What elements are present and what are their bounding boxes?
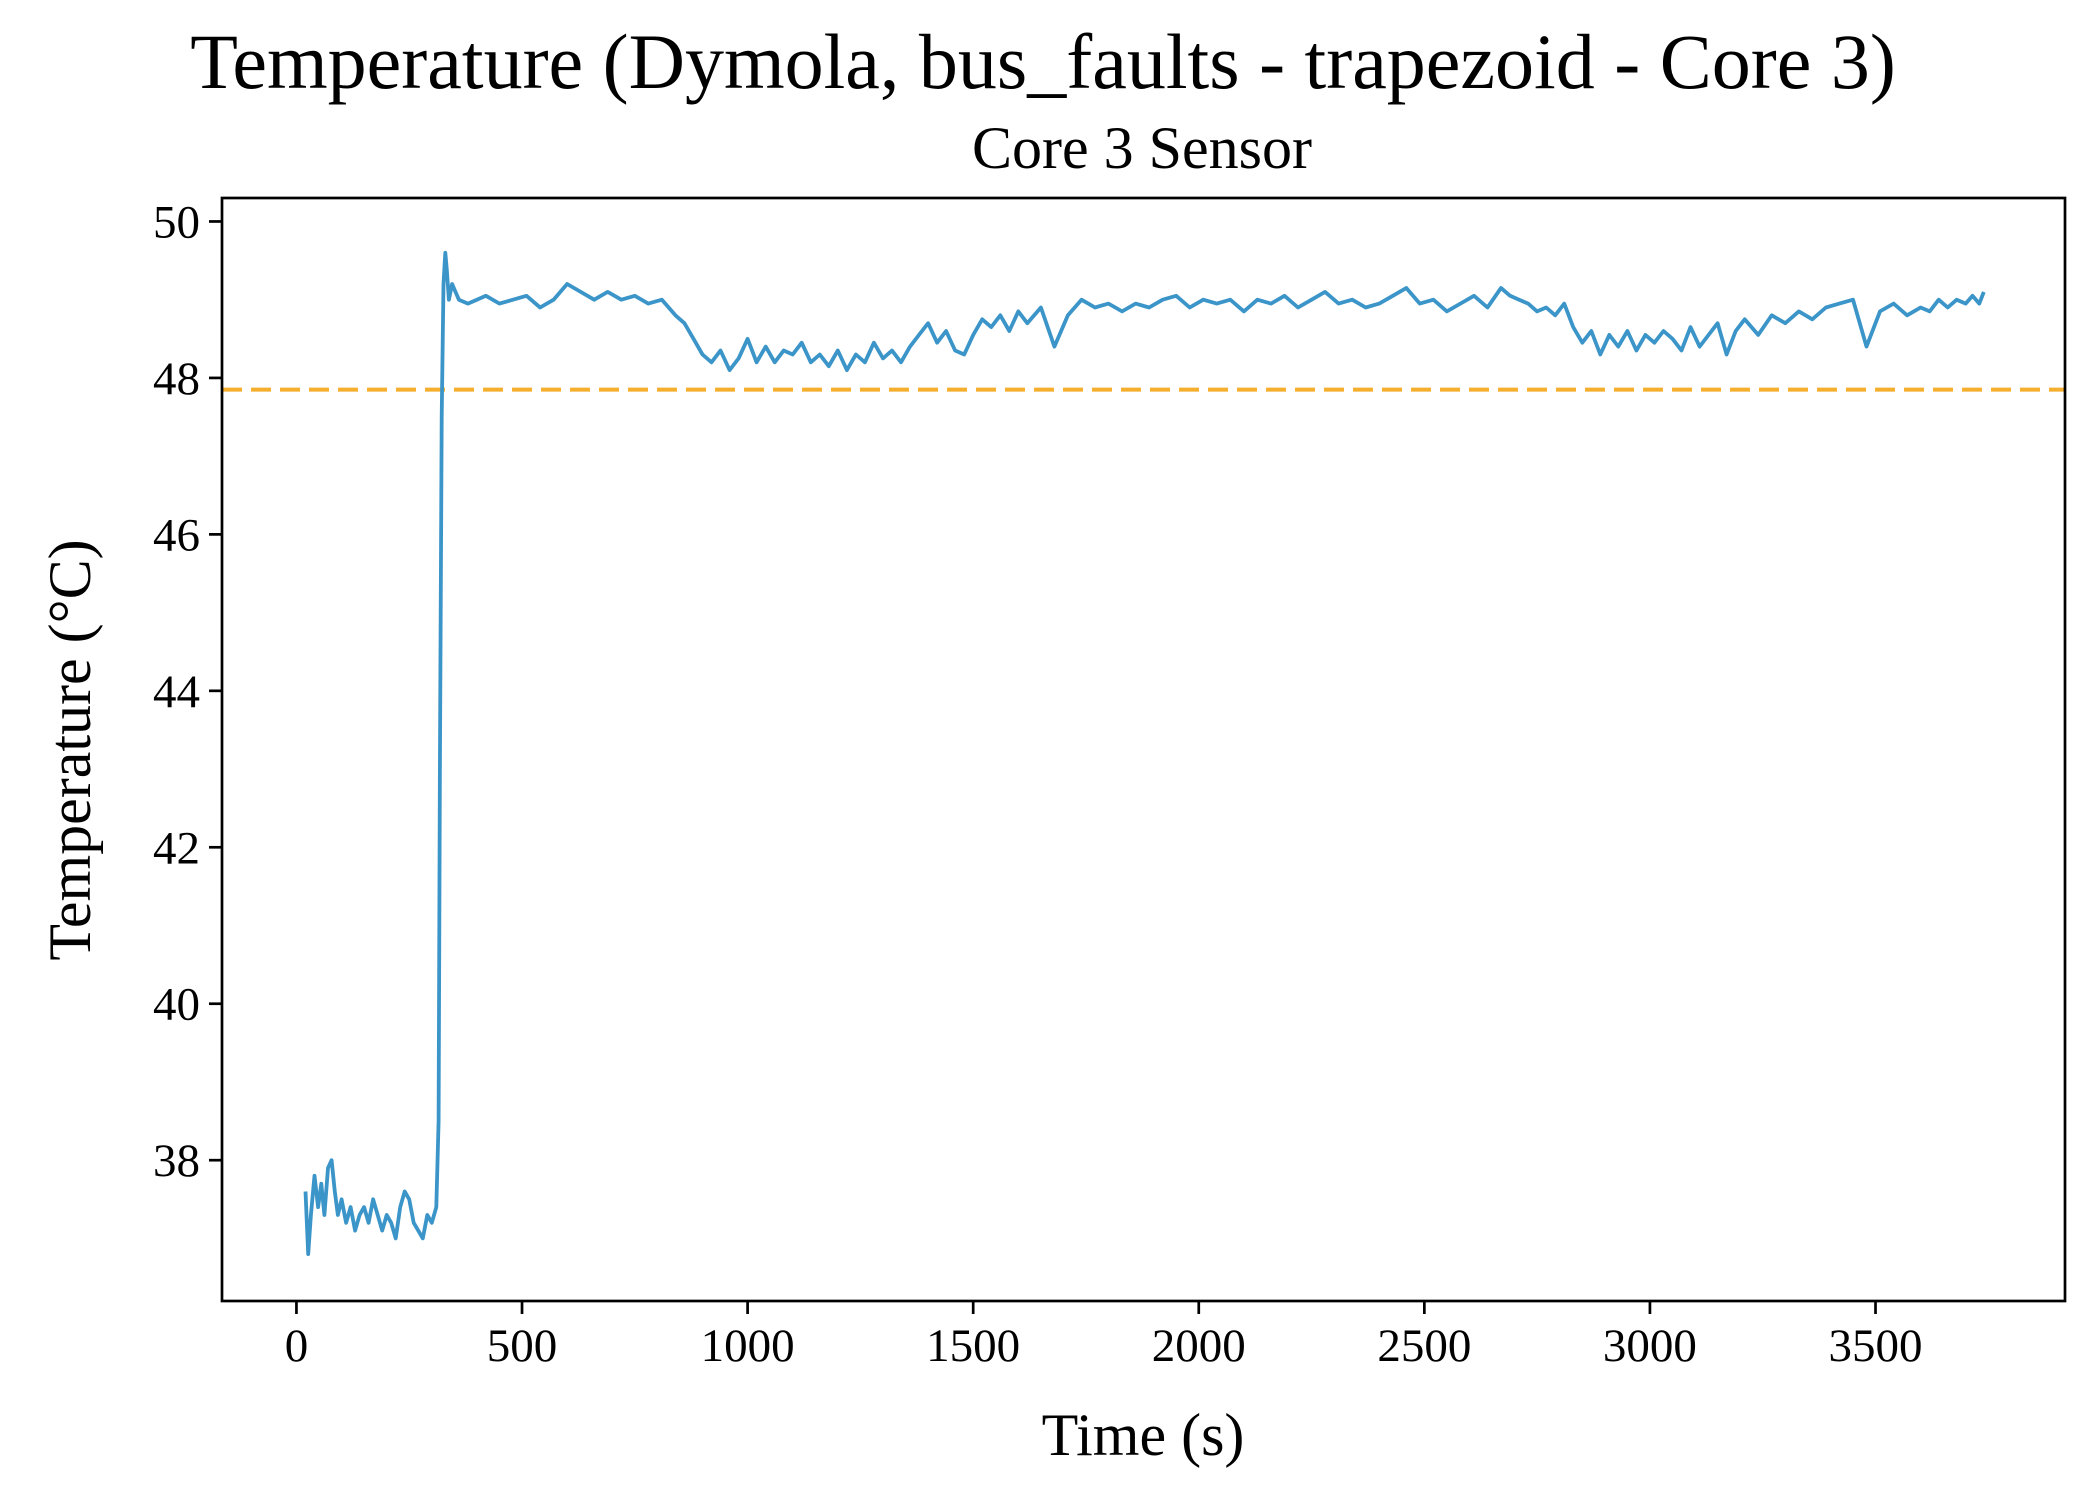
y-tick-label: 50	[153, 196, 200, 248]
y-tick-label: 46	[153, 509, 200, 561]
x-tick-label: 1500	[926, 1320, 1020, 1372]
axes-frame	[220, 196, 2067, 1303]
y-axis-label: Temperature (°C)	[37, 539, 103, 960]
x-tick-label: 1000	[701, 1320, 795, 1372]
chart-subtitle: Core 3 Sensor	[972, 115, 1312, 181]
y-tick-label: 44	[153, 666, 200, 718]
x-axis-label: Time (s)	[1042, 1402, 1245, 1468]
y-tick-label: 40	[153, 979, 200, 1031]
x-tick-label: 2500	[1377, 1320, 1471, 1372]
plot-area	[222, 250, 2065, 1256]
chart-title: Temperature (Dymola, bus_faults - trapez…	[190, 18, 1896, 105]
series-line-1	[303, 250, 1986, 1256]
y-tick-label: 48	[153, 353, 200, 405]
x-axis: 0 500 1000 1500 2000 2500 3000 3500	[285, 1301, 1923, 1372]
x-tick-label: 500	[487, 1320, 558, 1372]
y-tick-label: 38	[153, 1135, 200, 1187]
y-axis: 38 40 42 44 46 48 50	[153, 196, 222, 1187]
x-tick-label: 2000	[1152, 1320, 1246, 1372]
x-tick-label: 3500	[1829, 1320, 1923, 1372]
x-tick-label: 0	[285, 1320, 309, 1372]
x-tick-label: 3000	[1603, 1320, 1697, 1372]
y-tick-label: 42	[153, 822, 200, 874]
